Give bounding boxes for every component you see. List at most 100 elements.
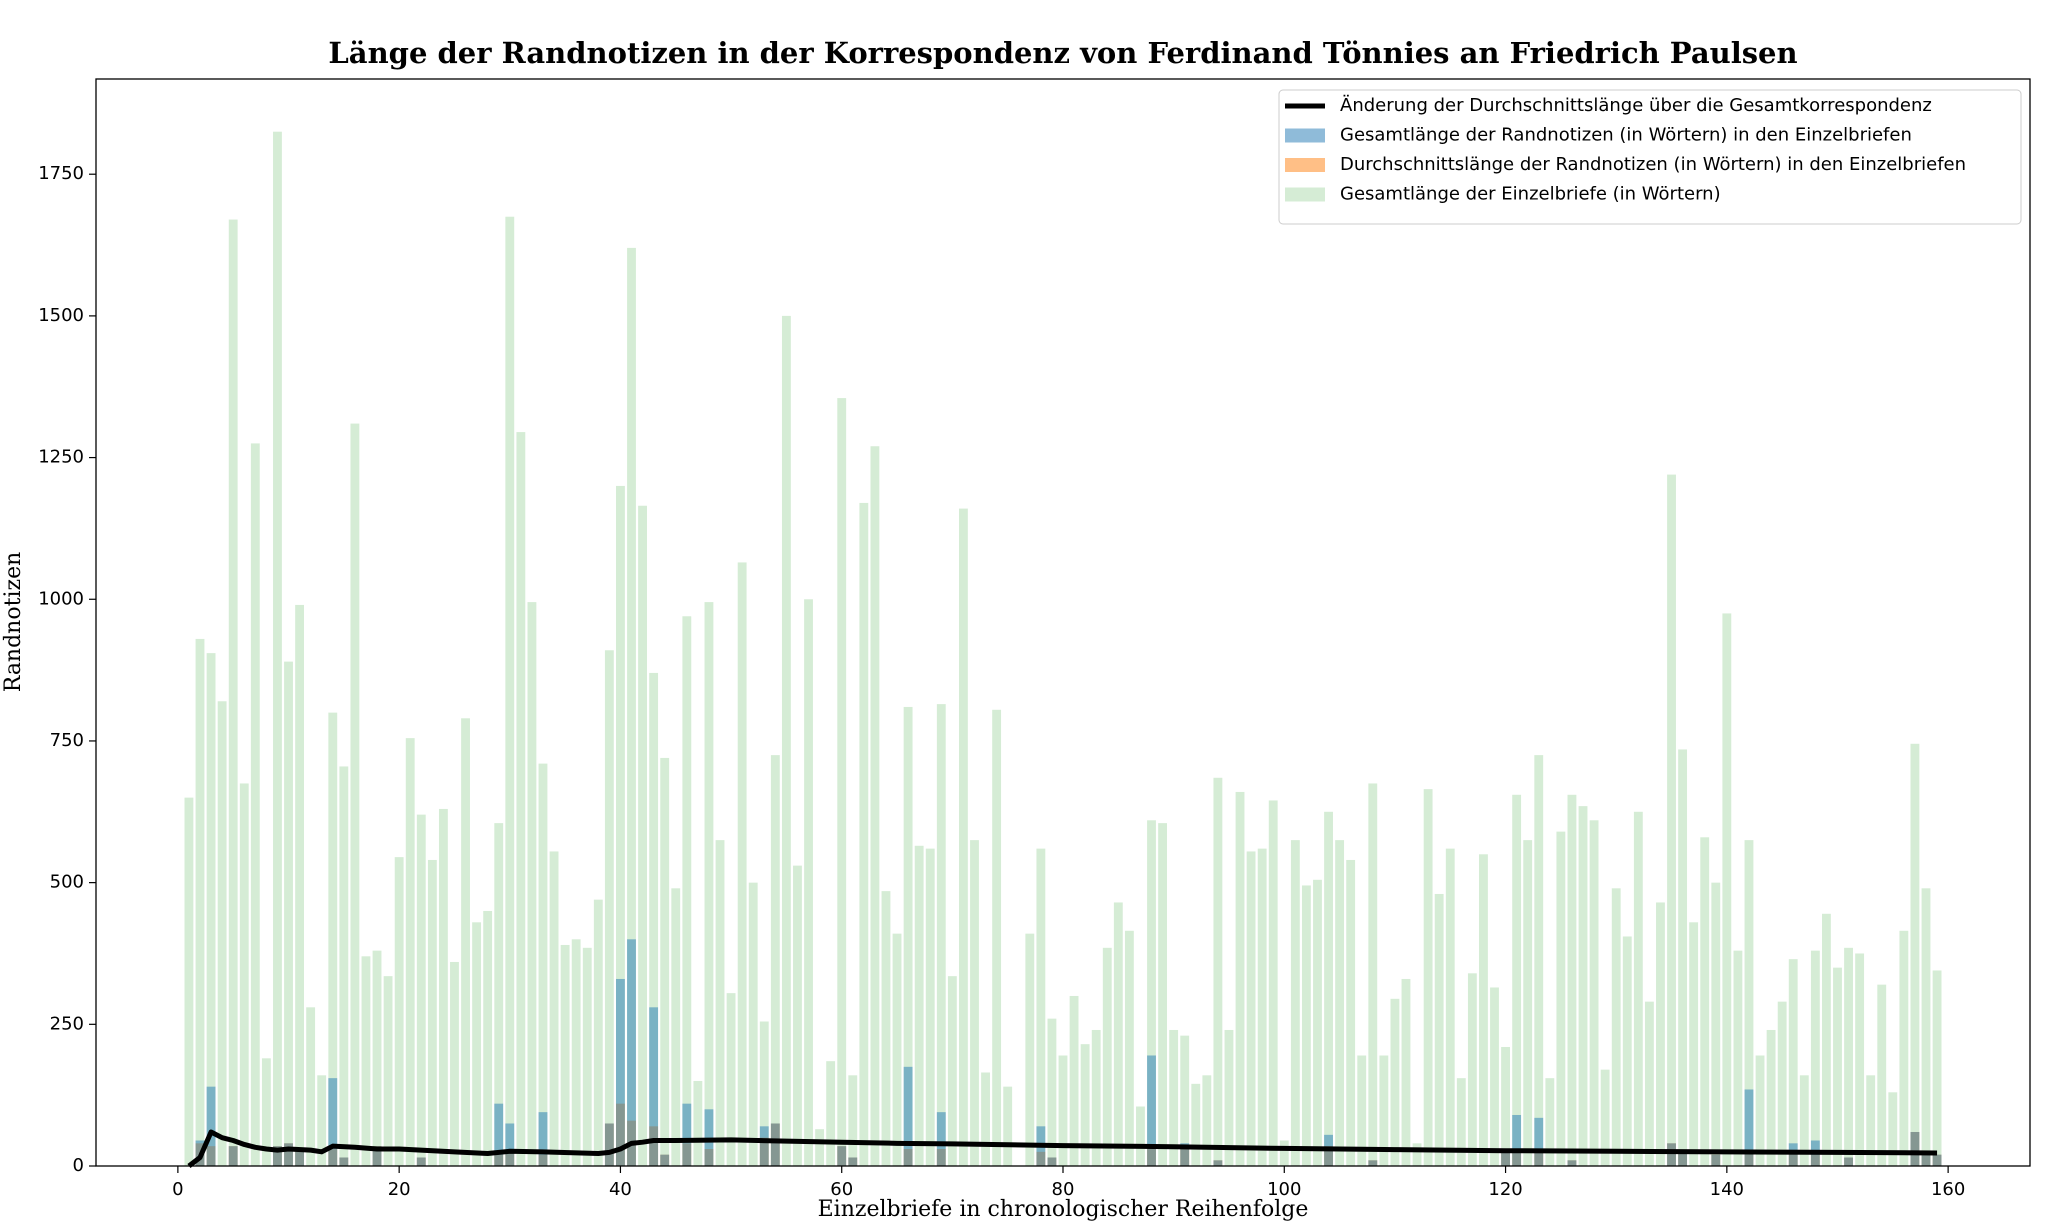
bar [1180,1035,1190,1166]
y-tick-label: 750 [50,730,84,751]
bar [1490,987,1499,1166]
bar [1611,888,1621,1166]
legend-label: Gesamtlänge der Einzelbriefe (in Wörtern… [1340,184,1721,205]
bar [671,888,681,1166]
bar [1147,820,1156,1166]
bar [1711,1154,1721,1166]
legend-swatch [1285,158,1325,172]
bar [826,1061,836,1166]
bar [427,859,437,1166]
bar [450,961,459,1166]
bar [1932,1154,1942,1166]
bar [704,602,714,1166]
y-tick-label: 1750 [38,163,84,184]
bar [1058,1055,1068,1166]
bar [1401,978,1411,1166]
y-tick-label: 1000 [38,588,84,609]
bar [1512,1114,1522,1166]
legend-label: Durchschnittslänge der Randnotizen (in W… [1340,154,1966,175]
bar [239,783,249,1166]
bar [837,398,847,1166]
bar [1335,840,1345,1166]
bar [1777,1001,1787,1166]
bar [295,604,305,1166]
bar [372,1146,382,1166]
bar [1479,854,1488,1166]
bar [770,1123,780,1166]
bar [1368,783,1378,1166]
bar [527,602,537,1166]
bar [737,562,747,1166]
bar [1866,1075,1876,1166]
bar [195,638,205,1166]
bar [1102,947,1112,1166]
bar [1047,1018,1057,1166]
bar [1313,879,1322,1166]
bar [1788,959,1798,1166]
bar [383,976,393,1166]
x-tick-label: 160 [1931,1179,1965,1200]
bar [1799,1075,1809,1166]
bar [1147,1055,1156,1166]
bar [881,891,891,1166]
bar [837,1146,847,1166]
bar [1213,1160,1223,1166]
bar [804,599,813,1166]
bar [1180,1143,1190,1166]
bar [1434,893,1444,1166]
bar [1523,840,1533,1166]
x-axis-label: Einzelbriefe in chronologischer Reihenfo… [818,1197,1309,1222]
bar [217,701,227,1166]
bar [549,851,559,1166]
legend-label: Änderung der Durchschnittslänge über die… [1340,95,1932,116]
bar [682,616,692,1166]
bar [350,423,360,1167]
bar [1445,848,1455,1166]
y-tick-label: 0 [73,1155,84,1176]
x-tick-label: 20 [388,1179,411,1200]
bar [793,865,802,1166]
bar [1700,837,1710,1166]
x-tick-label: 60 [830,1179,853,1200]
bar [1821,913,1831,1166]
bar [781,315,791,1166]
bar [1667,474,1676,1166]
bar [1578,806,1588,1166]
bar [317,1075,327,1166]
bar [261,1058,271,1166]
bar [284,1143,293,1166]
bar [1091,1029,1101,1166]
bar [505,1123,515,1166]
bar [759,1126,769,1166]
bar [306,1007,316,1166]
bar [505,216,515,1166]
bar [1921,1151,1931,1166]
bar [1556,831,1566,1166]
bar [870,446,880,1166]
bar [1689,922,1699,1166]
bar [1711,882,1721,1166]
bar [1545,1078,1555,1166]
bar [328,712,338,1166]
bar [1423,789,1433,1166]
bar [660,757,670,1166]
bar [770,755,780,1166]
bar [1534,755,1544,1166]
bar [1600,1069,1610,1166]
bar [1844,1157,1853,1166]
bar [958,508,968,1166]
bar [649,672,659,1166]
bar [1003,1086,1013,1166]
bar [1412,1143,1422,1166]
y-axis-label: Randnotizen [1,552,26,693]
bar [494,823,504,1166]
bar [1633,811,1643,1166]
x-tick-label: 80 [1052,1179,1075,1200]
bar [273,1146,282,1166]
bar [1158,823,1168,1166]
bar [1047,1157,1057,1166]
bar [1810,950,1820,1166]
x-tick-label: 0 [172,1179,183,1200]
line [187,1129,1938,1168]
bar [947,976,957,1166]
